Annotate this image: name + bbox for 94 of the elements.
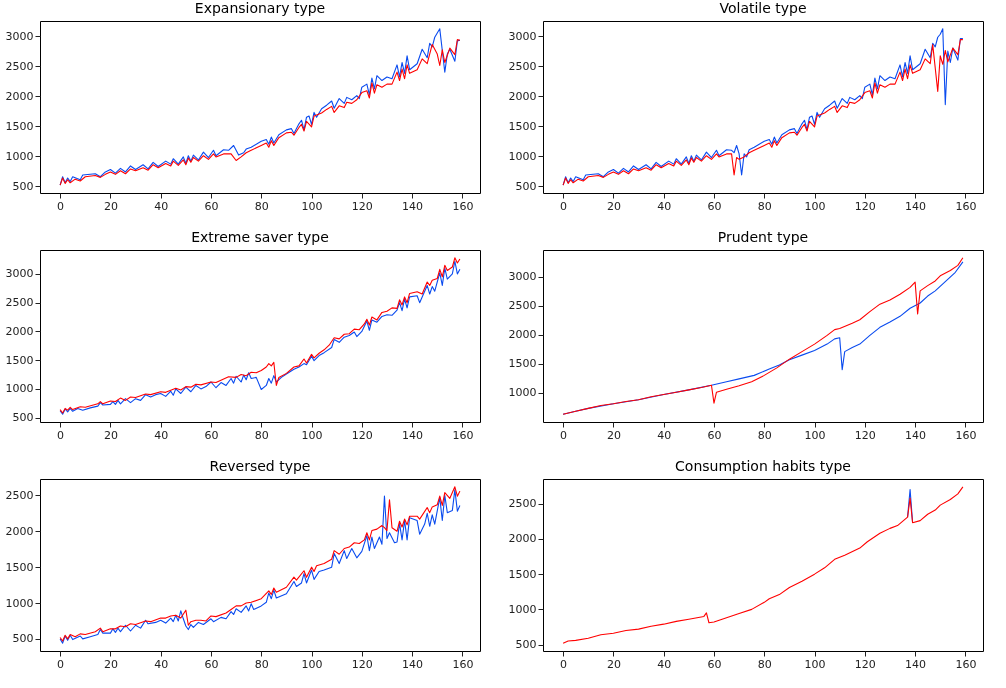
x-tick-label: 120 [854, 657, 876, 671]
x-tick-label: 80 [757, 657, 772, 671]
chart-title: Extreme saver type [191, 229, 329, 245]
x-tick-label: 60 [204, 657, 219, 671]
x-tick-label: 20 [606, 428, 621, 442]
x-tick-label: 40 [154, 428, 169, 442]
x-tick-label: 160 [452, 657, 474, 671]
x-tick-label: 80 [757, 199, 772, 213]
x-tick-label: 140 [905, 657, 927, 671]
chart-title: Reversed type [209, 458, 311, 474]
x-tick-label: 140 [905, 428, 927, 442]
x-tick-label: 0 [560, 199, 568, 213]
y-tick-label: 1000 [508, 602, 537, 616]
x-tick-label: 100 [301, 199, 323, 213]
x-tick-label: 100 [804, 657, 826, 671]
y-tick-label: 1500 [508, 119, 537, 133]
y-tick-label: 1000 [5, 149, 34, 163]
x-tick-label: 120 [351, 428, 373, 442]
x-tick-label: 160 [452, 428, 474, 442]
x-tick-label: 140 [402, 657, 424, 671]
x-tick-label: 160 [452, 199, 474, 213]
x-tick-label: 160 [955, 657, 977, 671]
y-tick-label: 2000 [5, 324, 34, 338]
x-tick-label: 120 [854, 199, 876, 213]
x-tick-label: 20 [606, 199, 621, 213]
y-tick-label: 2000 [508, 89, 537, 103]
x-tick-label: 60 [707, 657, 722, 671]
y-tick-label: 2000 [5, 524, 34, 538]
chart-title: Volatile type [719, 0, 807, 16]
y-tick-label: 1500 [5, 560, 34, 574]
y-tick-label: 500 [12, 632, 34, 646]
y-tick-label: 500 [515, 179, 537, 193]
x-tick-label: 40 [657, 657, 672, 671]
y-tick-label: 2000 [508, 328, 537, 342]
y-tick-label: 3000 [5, 267, 34, 281]
y-tick-label: 1500 [508, 357, 537, 371]
x-tick-label: 140 [402, 428, 424, 442]
x-tick-label: 0 [57, 657, 65, 671]
x-tick-label: 20 [103, 657, 118, 671]
x-tick-label: 120 [351, 199, 373, 213]
y-tick-label: 2500 [508, 497, 537, 511]
y-tick-label: 1000 [5, 382, 34, 396]
x-tick-label: 160 [955, 428, 977, 442]
x-tick-label: 140 [402, 199, 424, 213]
x-tick-label: 0 [57, 199, 65, 213]
y-tick-label: 2500 [508, 299, 537, 313]
y-tick-label: 1000 [5, 596, 34, 610]
y-tick-label: 500 [12, 411, 34, 425]
y-tick-label: 2000 [5, 89, 34, 103]
x-tick-label: 80 [254, 199, 269, 213]
x-tick-label: 60 [204, 199, 219, 213]
x-tick-label: 20 [606, 657, 621, 671]
x-tick-label: 160 [955, 199, 977, 213]
y-tick-label: 2500 [508, 59, 537, 73]
x-tick-label: 80 [757, 428, 772, 442]
x-tick-label: 120 [351, 657, 373, 671]
chart-title: Consumption habits type [675, 458, 851, 474]
y-tick-label: 2500 [5, 488, 34, 502]
x-tick-label: 20 [103, 199, 118, 213]
x-tick-label: 100 [301, 428, 323, 442]
x-tick-label: 60 [707, 428, 722, 442]
x-tick-label: 0 [560, 657, 568, 671]
y-tick-label: 1500 [5, 119, 34, 133]
y-tick-label: 3000 [5, 29, 34, 43]
chart-title: Expansionary type [194, 0, 326, 16]
x-tick-label: 100 [804, 428, 826, 442]
y-tick-label: 1500 [508, 567, 537, 581]
x-tick-label: 100 [804, 199, 826, 213]
x-tick-label: 80 [254, 657, 269, 671]
line-series [562, 486, 964, 644]
y-tick-label: 1500 [5, 353, 34, 367]
x-tick-label: 40 [154, 199, 169, 213]
x-tick-label: 40 [657, 199, 672, 213]
x-tick-label: 20 [103, 428, 118, 442]
y-tick-label: 3000 [508, 29, 537, 43]
y-tick-label: 1000 [508, 386, 537, 400]
x-tick-label: 0 [57, 428, 65, 442]
chart-title: Prudent type [717, 229, 809, 245]
x-tick-label: 40 [657, 428, 672, 442]
x-tick-label: 60 [707, 199, 722, 213]
x-tick-label: 120 [854, 428, 876, 442]
y-tick-label: 500 [515, 638, 537, 652]
x-tick-label: 80 [254, 428, 269, 442]
y-tick-label: 2500 [5, 59, 34, 73]
y-tick-label: 2500 [5, 296, 34, 310]
y-tick-label: 500 [12, 179, 34, 193]
y-tick-label: 2000 [508, 532, 537, 546]
y-tick-label: 1000 [508, 149, 537, 163]
x-tick-label: 40 [154, 657, 169, 671]
x-tick-label: 0 [560, 428, 568, 442]
x-tick-label: 60 [204, 428, 219, 442]
x-tick-label: 140 [905, 199, 927, 213]
x-tick-label: 100 [301, 657, 323, 671]
y-tick-label: 3000 [508, 270, 537, 284]
